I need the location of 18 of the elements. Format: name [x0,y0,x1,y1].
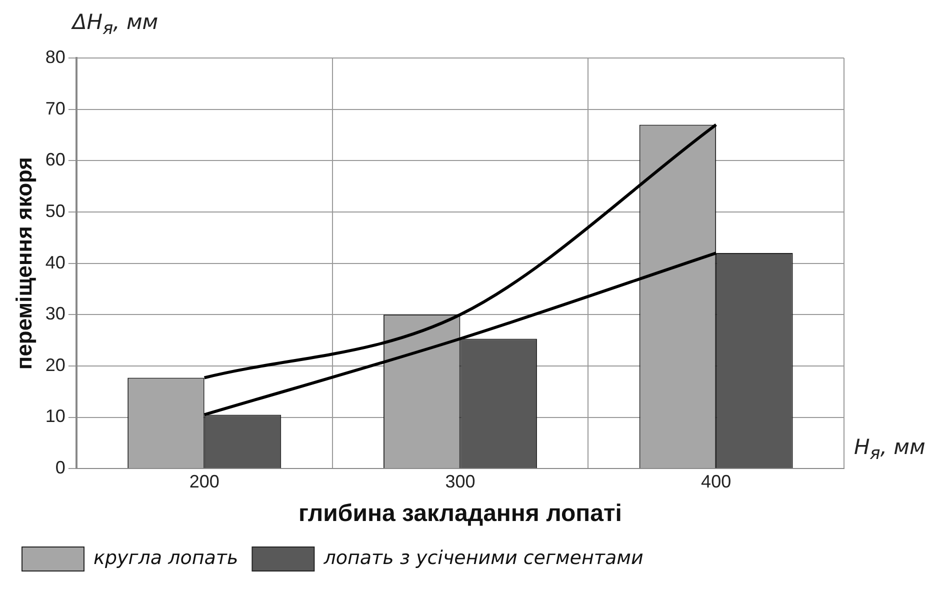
y-tick-label: 20 [45,354,66,375]
y-tick-label: 10 [45,406,66,426]
y-tick-label: 70 [45,98,66,118]
legend-label: кругла лопать [94,546,238,569]
y-tick-label: 80 [45,46,66,67]
y-axis-title: переміщення якоря [11,156,36,370]
y-tick-label: 40 [45,252,66,272]
x-tick-label: 300 [445,471,476,492]
text: ΔH$_{я}$, мм [72,10,158,40]
x-tick-label: 400 [701,471,732,492]
legend-label: лопать з усіченими сегментами [322,546,644,569]
x-tick-label: 200 [189,471,220,492]
x-axis-title: глибина закладання лопаті [298,500,622,528]
text: H$_{я}$, мм [854,434,926,464]
y-tick-label: 0 [55,458,66,478]
y-tick-label: 30 [45,304,66,324]
y-tick-label: 60 [45,150,66,170]
y-tick-label: 50 [45,200,66,221]
